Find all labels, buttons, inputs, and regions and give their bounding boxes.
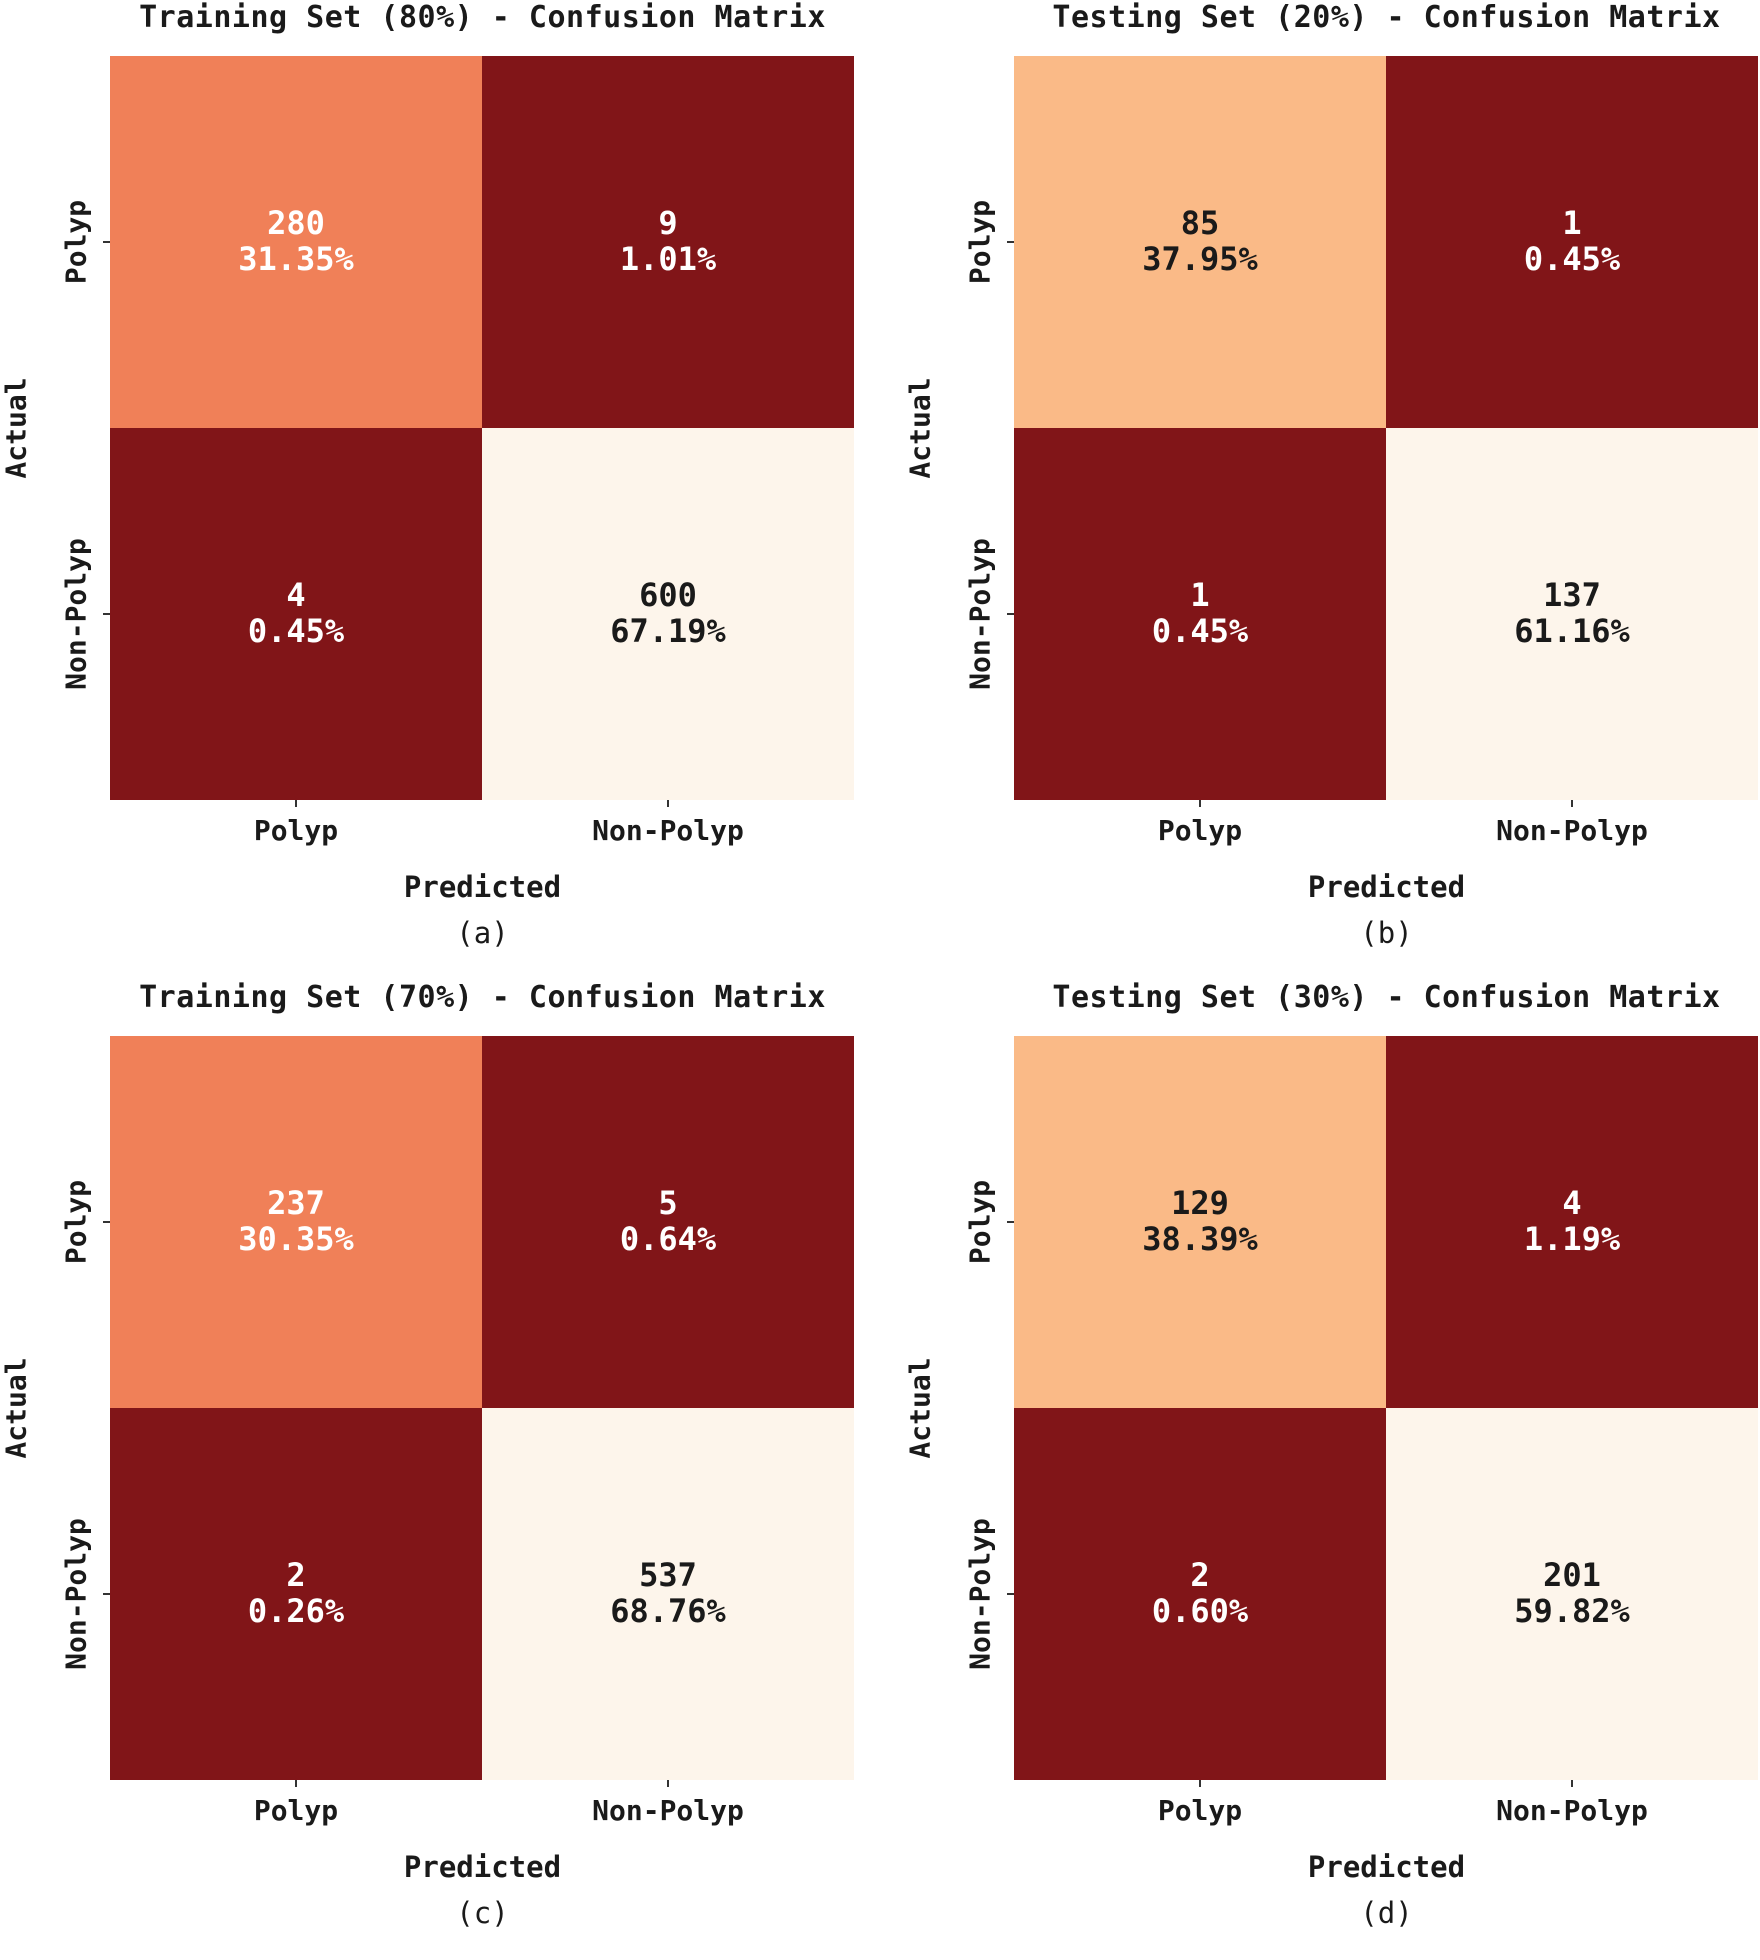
cell-actual-non-polyp-predicted-non-polyp <box>1386 1408 1758 1780</box>
cell-percent-label: 0.60% <box>1152 1592 1249 1630</box>
cell-percent-label: 67.19% <box>610 612 726 650</box>
cell-actual-polyp-predicted-non-polyp <box>482 56 854 428</box>
x-axis-label: Predicted <box>403 1850 562 1884</box>
x-axis-label: Predicted <box>1307 1850 1466 1884</box>
y-axis-label: Actual <box>0 1357 33 1459</box>
panel-a: Training Set (80%) - Confusion Matrix 28… <box>0 0 880 980</box>
cell-count-label: 201 <box>1543 1556 1601 1594</box>
x-tick-label-non-polyp: Non-Polyp <box>592 814 744 847</box>
x-axis-label: Predicted <box>1307 870 1466 904</box>
y-tick-label-non-polyp: Non-Polyp <box>963 1518 997 1670</box>
cell-percent-label: 68.76% <box>610 1592 726 1630</box>
y-tick-label-polyp: Polyp <box>59 1179 93 1265</box>
cell-actual-polyp-predicted-non-polyp <box>1386 56 1758 428</box>
cell-percent-label: 0.45% <box>1152 612 1249 650</box>
cell-actual-polyp-predicted-polyp <box>110 56 482 428</box>
cell-count-label: 4 <box>286 576 305 614</box>
cell-actual-non-polyp-predicted-polyp <box>110 428 482 800</box>
cell-percent-label: 0.45% <box>248 612 345 650</box>
panel-caption: (c) <box>456 1896 509 1930</box>
cell-count-label: 600 <box>639 576 697 614</box>
x-tick-label-polyp: Polyp <box>253 814 339 847</box>
x-tick-label-polyp: Polyp <box>1157 1794 1243 1827</box>
cell-percent-label: 59.82% <box>1514 1592 1630 1630</box>
cell-actual-non-polyp-predicted-non-polyp <box>482 428 854 800</box>
x-tick-label-non-polyp: Non-Polyp <box>1496 814 1648 847</box>
y-tick-label-polyp: Polyp <box>963 199 997 285</box>
cell-count-label: 537 <box>639 1556 697 1594</box>
cell-actual-non-polyp-predicted-non-polyp <box>482 1408 854 1780</box>
cell-count-label: 2 <box>286 1556 305 1594</box>
y-tick-label-non-polyp: Non-Polyp <box>963 538 997 690</box>
cell-count-label: 5 <box>658 1184 677 1222</box>
x-axis-label: Predicted <box>403 870 562 904</box>
cell-count-label: 129 <box>1171 1184 1229 1222</box>
panel-caption: (d) <box>1360 1896 1413 1930</box>
cell-percent-label: 31.35% <box>238 240 354 278</box>
cell-actual-non-polyp-predicted-polyp <box>1014 428 1386 800</box>
cell-count-label: 85 <box>1181 204 1220 242</box>
cell-count-label: 237 <box>267 1184 325 1222</box>
y-axis-label: Actual <box>903 1357 937 1459</box>
panel-c: Training Set (70%) - Confusion Matrix 23… <box>0 980 880 1960</box>
cell-count-label: 137 <box>1543 576 1601 614</box>
cell-actual-polyp-predicted-polyp <box>1014 56 1386 428</box>
cell-count-label: 1 <box>1562 204 1581 242</box>
cell-count-label: 280 <box>267 204 325 242</box>
panel-caption: (b) <box>1360 916 1413 950</box>
chart-title: Testing Set (30%) - Confusion Matrix <box>1052 980 1721 1015</box>
x-tick-label-polyp: Polyp <box>253 1794 339 1827</box>
cell-percent-label: 1.19% <box>1524 1220 1621 1258</box>
cell-percent-label: 0.64% <box>620 1220 717 1258</box>
cell-count-label: 2 <box>1190 1556 1209 1594</box>
chart-title: Training Set (70%) - Confusion Matrix <box>139 980 826 1015</box>
y-tick-label-non-polyp: Non-Polyp <box>59 1518 93 1670</box>
cell-count-label: 4 <box>1562 1184 1581 1222</box>
panel-d: Testing Set (30%) - Confusion Matrix 129… <box>904 980 1760 1960</box>
x-tick-label-non-polyp: Non-Polyp <box>1496 1794 1648 1827</box>
y-tick-label-polyp: Polyp <box>59 199 93 285</box>
cell-count-label: 9 <box>658 204 677 242</box>
cell-percent-label: 30.35% <box>238 1220 354 1258</box>
chart-title: Testing Set (20%) - Confusion Matrix <box>1052 0 1721 35</box>
panel-b: Testing Set (20%) - Confusion Matrix 85 3… <box>904 0 1760 980</box>
panel-caption: (a) <box>456 916 509 950</box>
cell-percent-label: 0.26% <box>248 1592 345 1630</box>
cell-actual-polyp-predicted-polyp <box>1014 1036 1386 1408</box>
chart-title: Training Set (80%) - Confusion Matrix <box>139 0 826 35</box>
cell-actual-non-polyp-predicted-polyp <box>110 1408 482 1780</box>
cell-count-label: 1 <box>1190 576 1209 614</box>
y-tick-label-polyp: Polyp <box>963 1179 997 1265</box>
x-tick-label-polyp: Polyp <box>1157 814 1243 847</box>
cell-actual-non-polyp-predicted-non-polyp <box>1386 428 1758 800</box>
cell-percent-label: 0.45% <box>1524 240 1621 278</box>
cell-actual-polyp-predicted-non-polyp <box>482 1036 854 1408</box>
cell-percent-label: 61.16% <box>1514 612 1630 650</box>
y-axis-label: Actual <box>0 377 33 479</box>
x-tick-label-non-polyp: Non-Polyp <box>592 1794 744 1827</box>
cell-actual-polyp-predicted-polyp <box>110 1036 482 1408</box>
cell-actual-non-polyp-predicted-polyp <box>1014 1408 1386 1780</box>
y-tick-label-non-polyp: Non-Polyp <box>59 538 93 690</box>
cell-percent-label: 37.95% <box>1142 240 1258 278</box>
cell-percent-label: 1.01% <box>620 240 717 278</box>
cell-actual-polyp-predicted-non-polyp <box>1386 1036 1758 1408</box>
cell-percent-label: 38.39% <box>1142 1220 1258 1258</box>
y-axis-label: Actual <box>903 377 937 479</box>
